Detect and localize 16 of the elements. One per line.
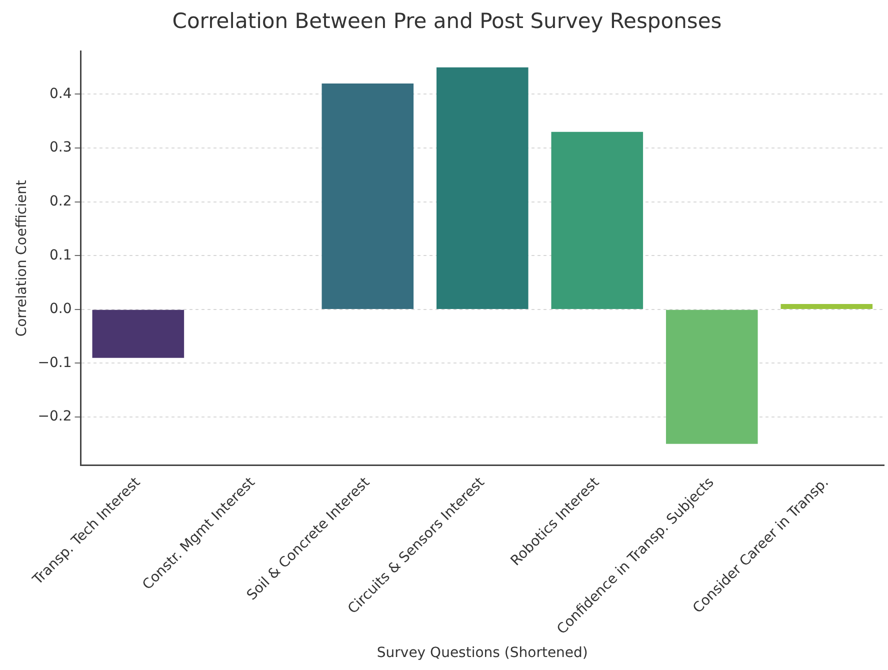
y-tick-label: −0.2 xyxy=(38,408,72,425)
bar xyxy=(436,67,528,310)
bar xyxy=(92,310,184,358)
bar xyxy=(322,83,414,310)
x-axis-title: Survey Questions (Shortened) xyxy=(376,645,588,662)
y-tick-label: 0.0 xyxy=(50,301,72,318)
y-tick-label: −0.1 xyxy=(38,354,72,371)
y-tick-label: 0.2 xyxy=(50,193,72,210)
bar xyxy=(551,132,644,310)
y-tick-label: 0.1 xyxy=(50,247,72,264)
y-tick-label: 0.3 xyxy=(50,140,72,156)
y-axis-title: Correlation Coefficient xyxy=(14,179,30,337)
bar xyxy=(780,304,873,310)
chart-title: Correlation Between Pre and Post Survey Responses xyxy=(172,9,722,34)
y-tick-label: 0.4 xyxy=(50,86,72,102)
bar xyxy=(666,310,758,444)
